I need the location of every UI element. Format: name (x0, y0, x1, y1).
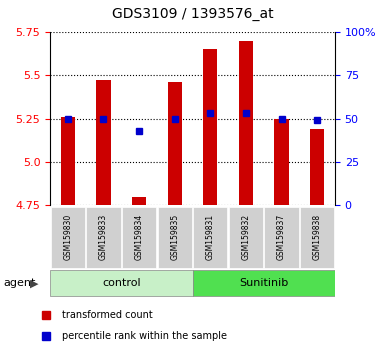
Bar (96, 80, 110, 205)
Bar (310, 129, 324, 205)
FancyBboxPatch shape (229, 207, 263, 268)
Bar (275, 119, 289, 205)
Text: GSM159831: GSM159831 (206, 214, 215, 260)
FancyBboxPatch shape (86, 207, 121, 268)
FancyBboxPatch shape (50, 270, 192, 296)
Text: GSM159835: GSM159835 (170, 214, 179, 260)
Text: GSM159834: GSM159834 (135, 214, 144, 260)
Text: GSM159838: GSM159838 (313, 214, 321, 260)
Text: transformed count: transformed count (62, 310, 152, 320)
FancyBboxPatch shape (300, 207, 334, 268)
Bar (61, 117, 75, 205)
Bar (167, 82, 182, 205)
FancyBboxPatch shape (193, 207, 228, 268)
FancyBboxPatch shape (264, 207, 299, 268)
Text: control: control (102, 278, 141, 288)
Text: Sunitinib: Sunitinib (239, 278, 288, 288)
Text: GSM159837: GSM159837 (277, 214, 286, 260)
FancyBboxPatch shape (122, 207, 156, 268)
Text: percentile rank within the sample: percentile rank within the sample (62, 331, 227, 341)
Bar (239, 40, 253, 205)
Text: GSM159830: GSM159830 (64, 214, 72, 260)
Text: GDS3109 / 1393576_at: GDS3109 / 1393576_at (112, 7, 273, 21)
FancyBboxPatch shape (51, 207, 85, 268)
Text: agent: agent (4, 278, 36, 288)
Text: GSM159832: GSM159832 (241, 214, 250, 260)
FancyBboxPatch shape (192, 270, 335, 296)
Bar (132, 196, 146, 205)
Text: ▶: ▶ (30, 278, 39, 288)
Bar (203, 49, 218, 205)
Text: GSM159833: GSM159833 (99, 214, 108, 260)
FancyBboxPatch shape (157, 207, 192, 268)
